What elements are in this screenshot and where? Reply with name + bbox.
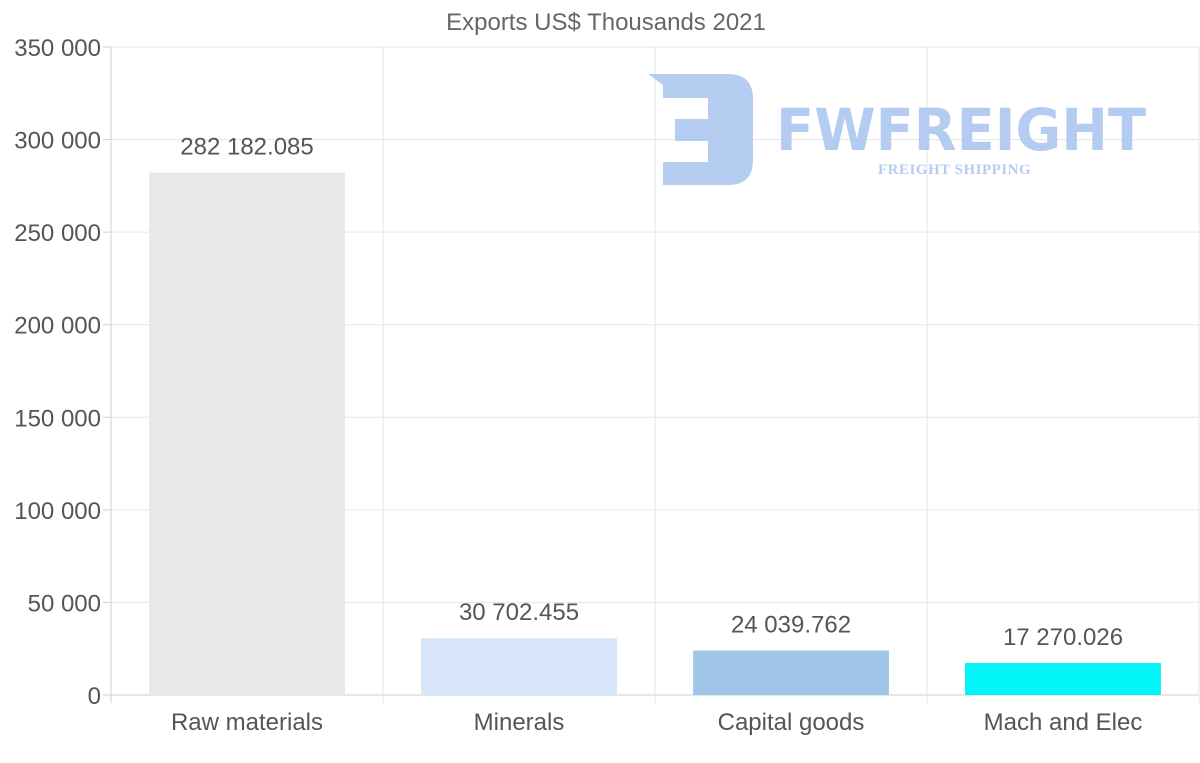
data-label: 17 270.026 <box>1003 624 1123 651</box>
data-label: 282 182.085 <box>180 134 313 161</box>
labels-layer: 0 50 000 100 000 150 000 200 000 250 000 300 0… <box>14 35 1142 736</box>
y-tick-label: 200 000 <box>14 313 101 340</box>
y-tick-label: 350 000 <box>14 35 101 62</box>
y-tick-label: 50 000 <box>28 590 101 617</box>
bar-mach-and-elec <box>965 663 1161 695</box>
x-tick-label: Capital goods <box>718 709 865 736</box>
y-tick-label: 300 000 <box>14 128 101 155</box>
y-tick-label: 0 <box>88 683 101 710</box>
bar-minerals <box>421 638 617 695</box>
x-tick-label: Raw materials <box>171 709 323 736</box>
y-tick-label: 250 000 <box>14 220 101 247</box>
y-tick-label: 150 000 <box>14 405 101 432</box>
watermark-brand: FWFREIGHT <box>776 96 1146 164</box>
fw-logo-icon <box>648 74 753 185</box>
bar-raw-materials <box>149 172 345 695</box>
y-tick-label: 100 000 <box>14 498 101 525</box>
bars-layer <box>149 172 1161 695</box>
watermark: FWFREIGHT FREIGHT SHIPPING <box>648 74 1146 185</box>
watermark-tagline: FREIGHT SHIPPING <box>878 162 1031 178</box>
bar-capital-goods <box>693 650 889 695</box>
data-label: 30 702.455 <box>459 599 579 626</box>
x-tick-label: Minerals <box>474 709 565 736</box>
chart-title: Exports US$ Thousands 2021 <box>446 9 766 36</box>
x-tick-label: Mach and Elec <box>984 709 1143 736</box>
data-label: 24 039.762 <box>731 611 851 638</box>
